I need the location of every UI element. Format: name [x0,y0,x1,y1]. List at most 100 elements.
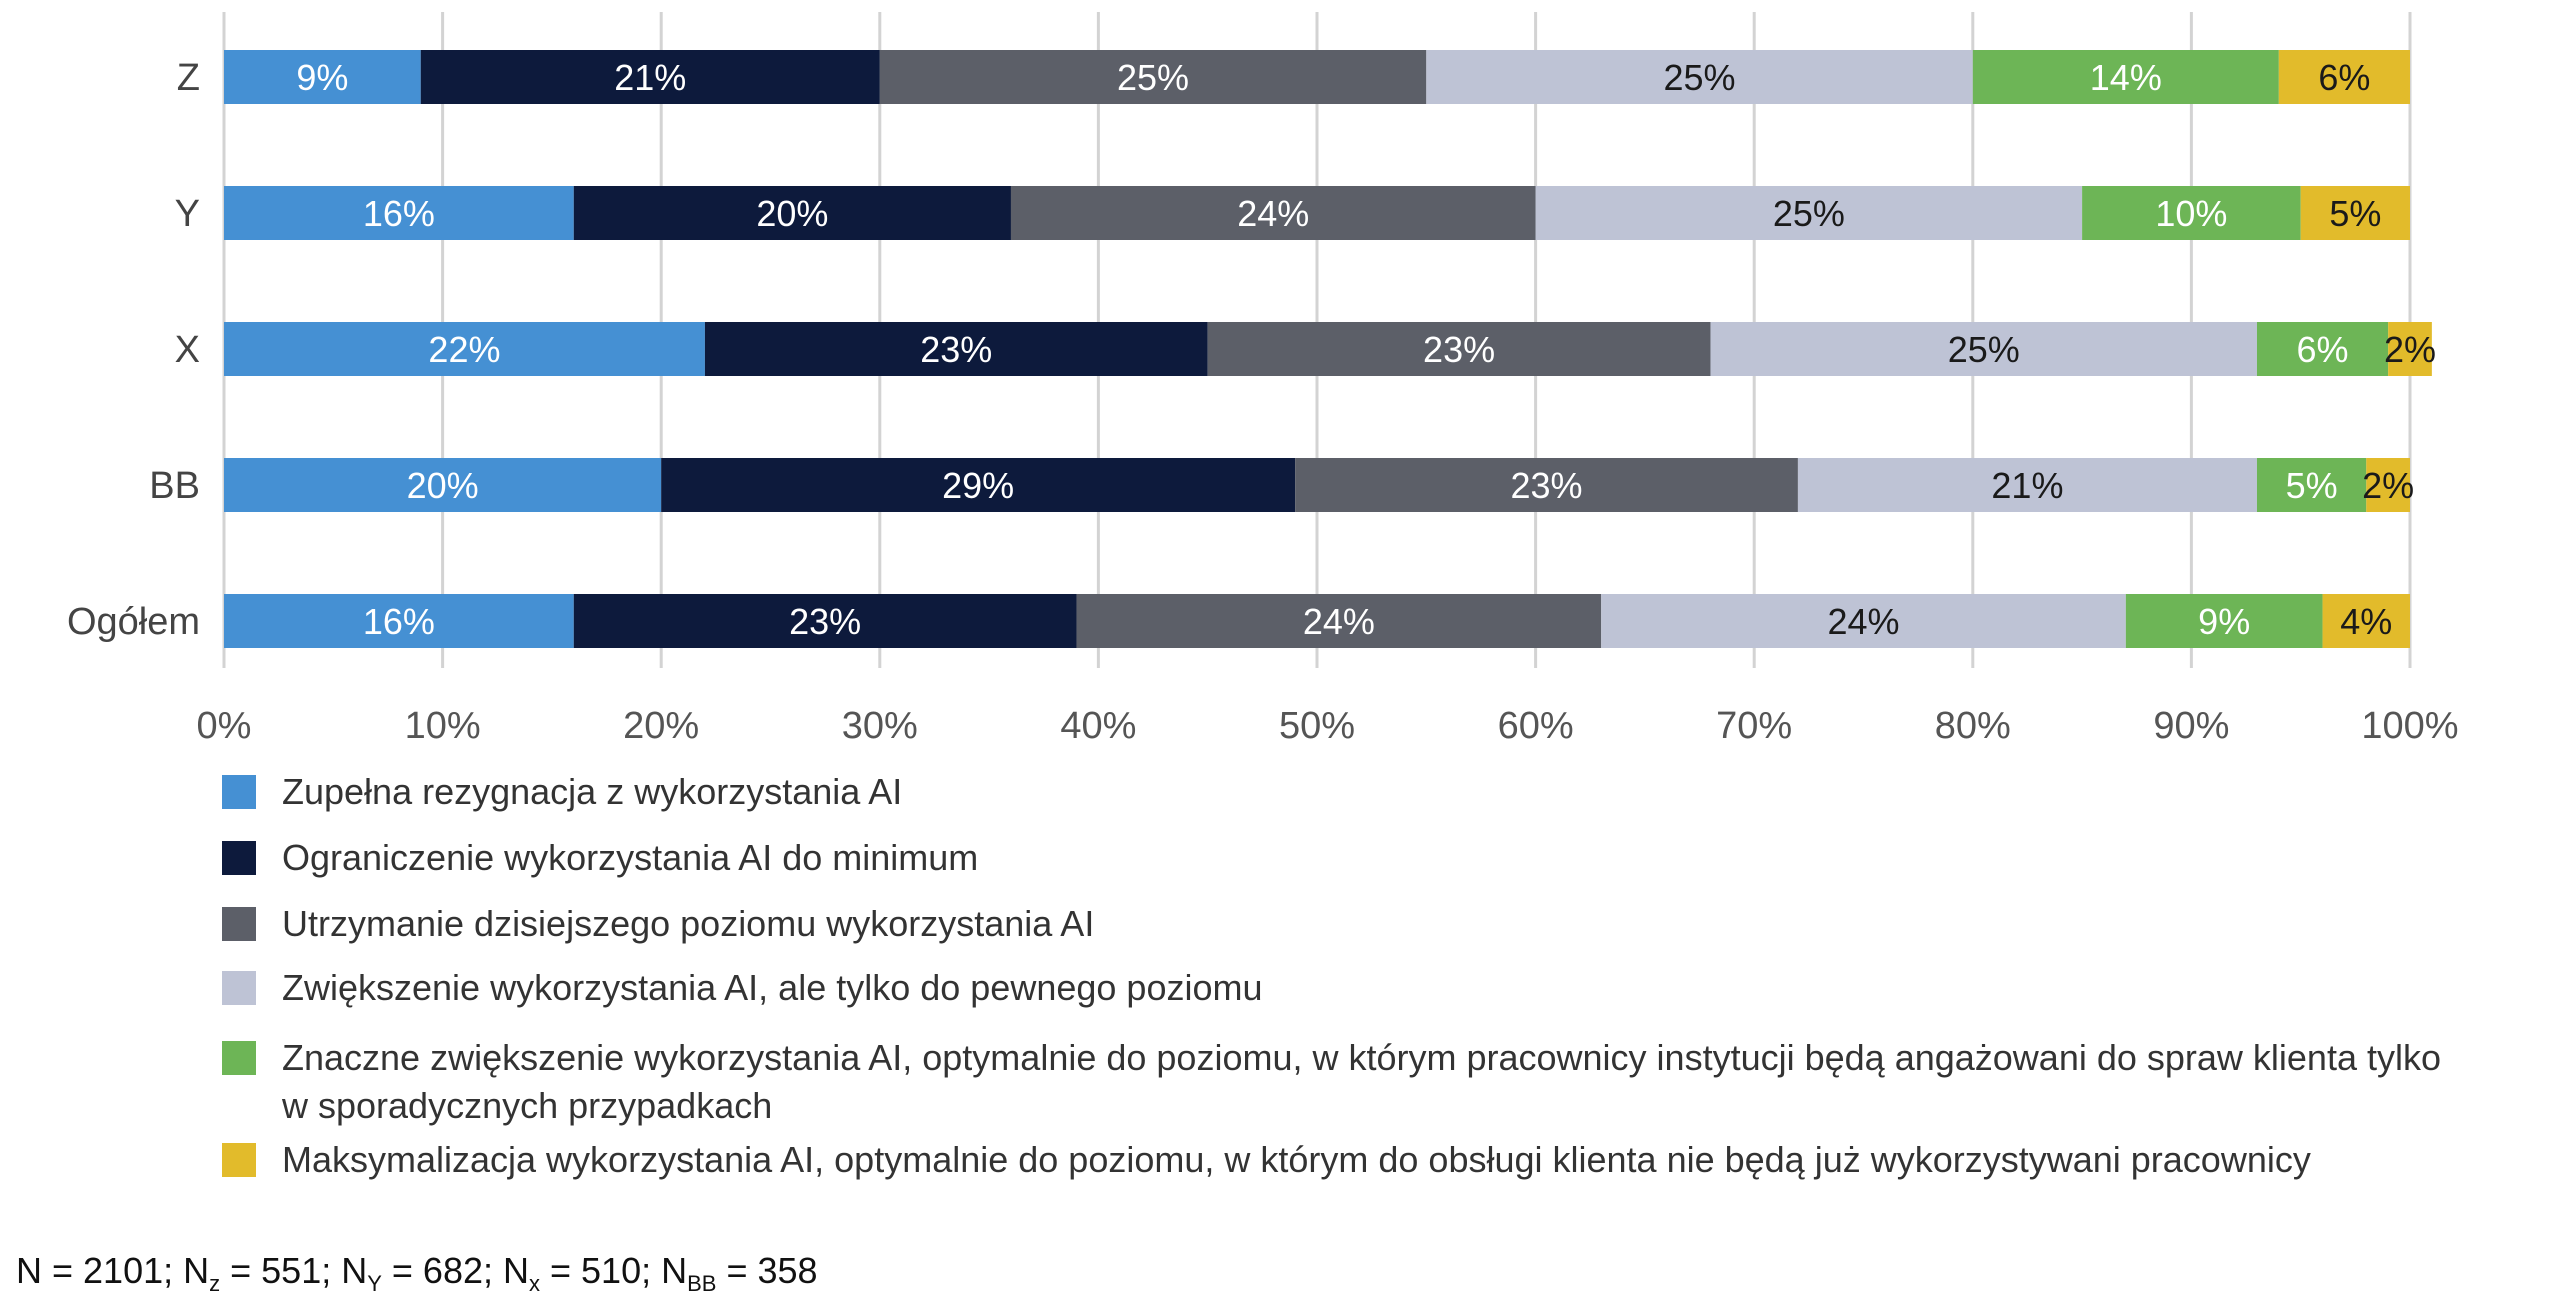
bar-segment-1-3 [1535,186,2083,240]
chart-legend: Zupełna rezygnacja z wykorzystania AI Ogr… [222,768,2522,1184]
sample-size-footnote: N = 2101; Nz = 551; NY = 682; Nx = 510; … [16,1247,818,1308]
footnote-bb-val: = 358 [716,1250,818,1291]
bar-segment-3-5 [2366,458,2410,512]
legend-item-5: Maksymalizacja wykorzystania AI, optymal… [222,1136,2522,1184]
data-label-0-0: 9% [296,57,348,98]
data-label-3-2: 23% [1510,465,1582,506]
data-label-4-5: 4% [2340,601,2392,642]
x-tick-label-20: 20% [623,705,699,747]
bar-segment-2-4 [2256,322,2389,376]
legend-label-1: Ograniczenie wykorzystania AI do minimum [282,837,979,878]
legend-label-3: Zwiększenie wykorzystania AI, ale tylko … [282,967,1263,1008]
bar-segment-1-1 [573,186,1011,240]
data-label-1-4: 10% [2155,193,2227,234]
footnote-bb-sub: BB [687,1271,717,1296]
bar-segment-3-0 [224,458,662,512]
x-tick-label-40: 40% [1060,705,1136,747]
bar-segment-2-5 [2388,322,2432,376]
data-label-0-3: 25% [1664,57,1736,98]
bar-segment-2-0 [224,322,705,376]
bar-segment-4-4 [2125,594,2323,648]
footnote-n-total: N = 2101; N [16,1250,210,1291]
bar-segment-3-4 [2256,458,2367,512]
bar-segment-0-5 [2278,50,2410,104]
data-label-1-0: 16% [363,193,435,234]
bar-segment-0-0 [224,50,421,104]
data-label-3-0: 20% [407,465,479,506]
bar-segment-3-2 [1295,458,1798,512]
footnote-z-val: = 551; N [220,1250,368,1291]
category-label-4: Ogółem [67,601,200,643]
bar-segment-1-5 [2300,186,2410,240]
legend-label-0: Zupełna rezygnacja z wykorzystania AI [282,771,903,812]
x-tick-label-90: 90% [2153,705,2229,747]
data-label-4-3: 24% [1827,601,1899,642]
bar-segment-0-1 [420,50,880,104]
data-label-0-1: 21% [614,57,686,98]
data-label-2-0: 22% [428,329,500,370]
data-label-4-2: 24% [1303,601,1375,642]
footnote-x-val: = 510; N [540,1250,688,1291]
bar-segment-2-3 [1710,322,2257,376]
bar-segment-2-1 [704,322,1208,376]
x-tick-label-100: 100% [2361,705,2458,747]
data-label-1-1: 20% [756,193,828,234]
legend-swatch-4 [222,1041,256,1075]
legend-swatch-5 [222,1143,256,1177]
x-tick-label-70: 70% [1716,705,1792,747]
x-tick-label-50: 50% [1279,705,1355,747]
bar-segment-0-4 [1972,50,2279,104]
bar-segment-4-3 [1601,594,2126,648]
data-label-1-3: 25% [1773,193,1845,234]
data-label-2-3: 25% [1948,329,2020,370]
category-label-0: Z [177,57,200,99]
footnote-z-sub: z [209,1271,221,1296]
data-label-2-1: 23% [920,329,992,370]
data-label-4-1: 23% [789,601,861,642]
legend-label-4: Znaczne zwiększenie wykorzystania AI, op… [282,1037,2441,1126]
legend-item-1: Ograniczenie wykorzystania AI do minimum [222,834,2522,882]
bar-segment-1-0 [224,186,574,240]
legend-item-4: Znaczne zwiększenie wykorzystania AI, op… [222,1034,2522,1130]
data-label-2-2: 23% [1423,329,1495,370]
bar-segment-1-4 [2082,186,2301,240]
data-label-4-4: 9% [2198,601,2250,642]
x-tick-label-0: 0% [197,705,252,747]
legend-item-0: Zupełna rezygnacja z wykorzystania AI [222,768,2522,816]
data-label-3-3: 21% [1991,465,2063,506]
data-label-4-0: 16% [363,601,435,642]
legend-label-5: Maksymalizacja wykorzystania AI, optymal… [282,1139,2311,1180]
legend-item-3: Zwiększenie wykorzystania AI, ale tylko … [222,964,2522,1012]
data-label-1-2: 24% [1237,193,1309,234]
stacked-bar-chart: 0% 10% 20% 30% 40% 50% 60% 70% 80% 90% 100% Z 9% 21% 2… [67,12,2459,747]
data-label-1-5: 5% [2329,193,2381,234]
bar-segment-1-2 [1010,186,1536,240]
legend-label-2: Utrzymanie dzisiejszego poziomu wykorzys… [282,903,1095,944]
legend-item-2: Utrzymanie dzisiejszego poziomu wykorzys… [222,900,2522,948]
data-label-2-5: 2% [2384,329,2436,370]
bar-segment-4-0 [224,594,574,648]
x-tick-label-80: 80% [1935,705,2011,747]
chart-svg: 0% 10% 20% 30% 40% 50% 60% 70% 80% 90% 100% Z 9% 21% 2… [67,12,2459,747]
data-label-3-5: 2% [2362,465,2414,506]
x-tick-label-30: 30% [842,705,918,747]
bar-segment-0-3 [1426,50,1973,104]
legend-swatch-1 [222,841,256,875]
data-label-2-4: 6% [2297,329,2349,370]
legend-swatch-0 [222,775,256,809]
data-label-3-4: 5% [2286,465,2338,506]
bar-segment-4-2 [1076,594,1602,648]
data-label-3-1: 29% [942,465,1014,506]
data-label-0-4: 14% [2090,57,2162,98]
legend-swatch-2 [222,907,256,941]
bar-segment-4-5 [2322,594,2410,648]
category-label-1: Y [175,193,200,235]
bar-segment-4-1 [573,594,1077,648]
legend-swatch-3 [222,971,256,1005]
bar-segment-3-1 [661,458,1296,512]
data-label-0-5: 6% [2318,57,2370,98]
category-label-2: X [175,329,200,371]
data-label-0-2: 25% [1117,57,1189,98]
footnote-x-sub: x [529,1271,540,1296]
x-tick-label-10: 10% [405,705,481,747]
